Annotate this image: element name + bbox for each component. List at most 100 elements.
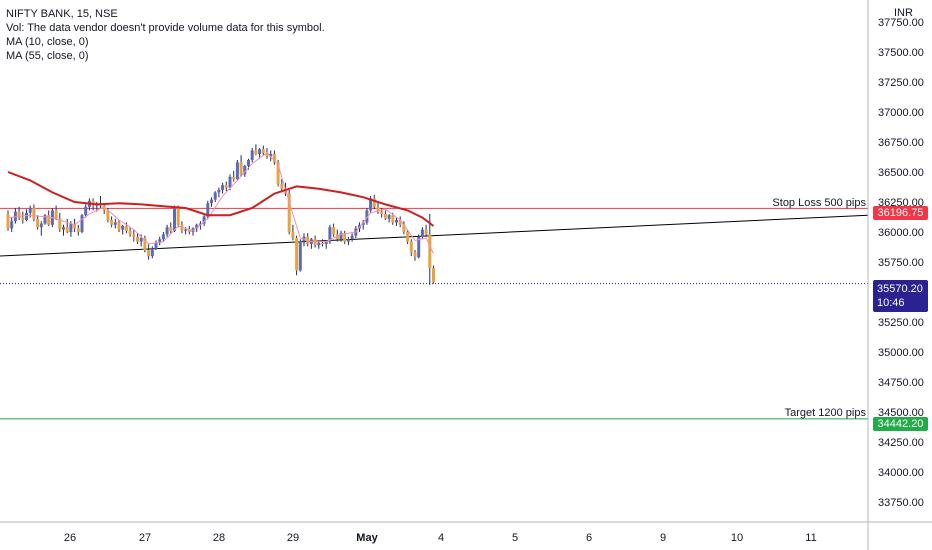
candles <box>6 144 435 285</box>
candle-body <box>10 221 14 229</box>
candle-body <box>269 154 273 157</box>
x-tick-label: 10 <box>731 532 743 544</box>
candle-body <box>58 218 62 230</box>
volume-note: Vol: The data vendor doesn't provide vol… <box>6 22 325 34</box>
candle-body <box>39 223 43 228</box>
x-tick-label: 5 <box>512 532 518 544</box>
last-price-value: 35570.20 <box>877 283 923 295</box>
candle-body <box>169 227 173 231</box>
y-tick-label: 37250.00 <box>878 77 924 89</box>
candle-body <box>243 166 247 175</box>
candle-body <box>28 208 32 213</box>
bar-countdown: 10:46 <box>877 297 905 309</box>
candle-body <box>65 227 69 232</box>
x-tick-label: 11 <box>805 532 816 544</box>
y-tick-label: 36500.00 <box>878 167 924 179</box>
candle-body <box>73 223 77 229</box>
candle-body <box>221 185 225 190</box>
candle-body <box>25 212 28 220</box>
y-tick-label: 37000.00 <box>878 107 924 119</box>
y-tick-label: 34000.00 <box>878 467 924 479</box>
candle-body <box>124 226 128 231</box>
candle-body <box>69 223 73 232</box>
candle-body <box>346 239 350 242</box>
candle-body <box>365 210 369 223</box>
y-tick-label: 37750.00 <box>878 17 924 29</box>
y-tick-label: 36000.00 <box>878 227 924 239</box>
y-tick-label: 35000.00 <box>878 347 924 359</box>
candle-body <box>295 238 299 271</box>
candle-body <box>210 199 213 204</box>
candle-body <box>409 241 413 253</box>
candle-body <box>110 220 114 225</box>
candle-body <box>369 198 373 211</box>
x-tick-label: May <box>356 532 378 544</box>
candle-body <box>224 185 228 188</box>
candle-body <box>128 230 132 235</box>
chart-legend: NIFTY BANK, 15, NSE Vol: The data vendor… <box>6 7 325 63</box>
x-tick-label: 4 <box>438 532 444 544</box>
candle-body <box>317 242 321 246</box>
candle-body <box>250 150 254 160</box>
candle-body <box>150 248 154 256</box>
symbol-title[interactable]: NIFTY BANK, 15, NSE <box>6 8 118 20</box>
candle-body <box>258 149 262 154</box>
candle-body <box>383 214 387 219</box>
candle-body <box>372 198 376 207</box>
candle-body <box>361 222 365 225</box>
candle-body <box>413 252 417 258</box>
x-tick-label: 6 <box>586 532 592 544</box>
candle-body <box>391 215 395 223</box>
candle-body <box>350 235 354 240</box>
target-label[interactable]: Target 1200 pips <box>784 407 866 419</box>
candle-body <box>235 162 239 180</box>
candle-body <box>180 224 184 231</box>
candle-body <box>332 227 336 235</box>
candle-body <box>335 234 339 240</box>
candle-body <box>291 232 295 238</box>
candle-body <box>420 229 424 237</box>
candle-body <box>287 193 291 232</box>
candle-body <box>206 203 210 217</box>
candle-body <box>424 229 428 235</box>
candle-body <box>36 218 40 228</box>
candle-body <box>432 268 435 283</box>
candle-body <box>154 242 158 249</box>
candle-body <box>213 192 217 200</box>
candle-body <box>313 239 317 246</box>
y-tick-label: 36750.00 <box>878 137 924 149</box>
candle-body <box>132 234 136 237</box>
x-tick-label: 29 <box>287 532 299 544</box>
candle-body <box>6 214 10 229</box>
ma10-legend[interactable]: MA (10, close, 0) <box>6 36 89 48</box>
candle-body <box>176 208 180 225</box>
candle-body <box>187 229 191 232</box>
candle-body <box>406 232 410 242</box>
candle-body <box>173 208 176 231</box>
candle-body <box>184 229 188 231</box>
ma55-legend[interactable]: MA (55, close, 0) <box>6 50 89 62</box>
candle-body <box>276 162 280 184</box>
currency-label[interactable]: INR <box>894 7 913 19</box>
y-tick-label: 33750.00 <box>878 497 924 509</box>
last-price-tag: 35570.20 10:46 <box>873 280 928 312</box>
ma55-line[interactable] <box>7 171 435 227</box>
candle-body <box>54 210 58 219</box>
candle-body <box>165 227 169 235</box>
x-tick-label: 28 <box>213 532 225 544</box>
candle-body <box>121 226 125 230</box>
ma10-line[interactable] <box>7 152 434 254</box>
candle-body <box>195 224 199 229</box>
candle-body <box>343 233 347 242</box>
candle-body <box>272 154 276 163</box>
x-tick-label: 26 <box>64 532 76 544</box>
stop-loss-price-tag: 36196.75 <box>873 206 928 220</box>
candle-body <box>376 206 380 212</box>
candle-body <box>254 150 258 154</box>
candle-body <box>202 216 206 224</box>
moving-averages <box>7 152 435 254</box>
stop-loss-label[interactable]: Stop Loss 500 pips <box>772 197 866 209</box>
